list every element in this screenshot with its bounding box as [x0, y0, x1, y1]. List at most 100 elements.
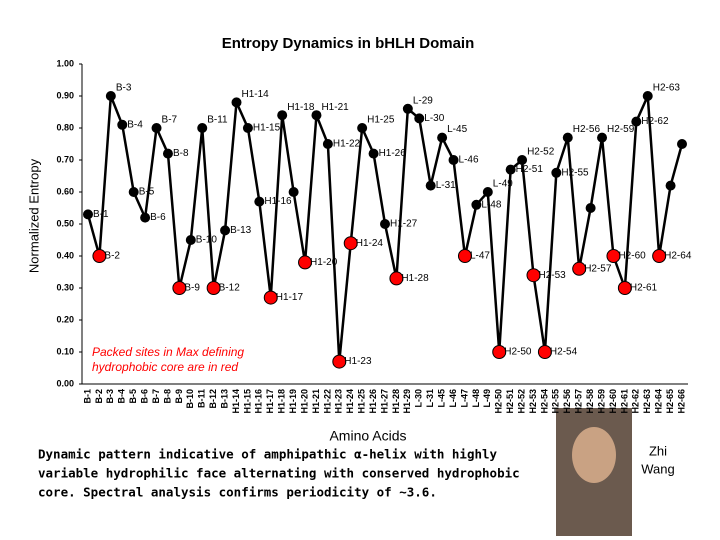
x-tick-label: H1-29 — [402, 389, 412, 414]
annotation: hydrophobic core are in red — [92, 360, 238, 374]
point-label: B-13 — [230, 225, 252, 236]
x-tick-label: H2-58 — [585, 389, 595, 414]
marker — [562, 132, 573, 143]
x-tick-label: L-49 — [482, 389, 492, 408]
x-tick-label: H2-59 — [596, 389, 606, 414]
caption: Dynamic pattern indicative of amphipathi… — [38, 447, 498, 462]
marker — [105, 91, 116, 101]
marker — [437, 132, 448, 143]
marker — [652, 249, 667, 263]
x-axis-label: Amino Acids — [329, 428, 406, 444]
x-tick-label: H2-65 — [665, 389, 675, 414]
marker — [457, 249, 472, 263]
marker — [631, 116, 642, 127]
marker — [642, 91, 653, 101]
x-tick-label: B-6 — [139, 389, 149, 404]
x-tick-label: H2-57 — [574, 389, 584, 414]
point-label: H2-54 — [550, 347, 578, 358]
point-label: H1-28 — [401, 273, 429, 284]
point-label: L-47 — [470, 251, 490, 262]
x-tick-label: L-48 — [471, 389, 481, 408]
x-tick-label: H2-51 — [505, 389, 515, 414]
x-tick-label: L-45 — [436, 389, 446, 408]
point-label: H1-27 — [390, 219, 418, 230]
marker — [537, 345, 552, 359]
marker — [414, 113, 425, 124]
x-tick-label: B-1 — [82, 389, 92, 404]
point-label: L-31 — [436, 180, 456, 191]
point-label: B-10 — [196, 235, 218, 246]
point-label: H1-18 — [287, 102, 315, 113]
point-label: L-46 — [459, 155, 479, 166]
x-tick-label: H1-24 — [345, 389, 355, 414]
marker — [471, 199, 482, 210]
marker — [197, 123, 208, 133]
marker — [83, 209, 93, 220]
x-tick-label: H2-66 — [676, 389, 686, 414]
chart-title: Entropy Dynamics in bHLH Domain — [222, 35, 475, 52]
y-tick-label: 0.90 — [56, 90, 74, 100]
x-tick-label: H1-16 — [254, 389, 264, 414]
point-label: B-12 — [219, 283, 241, 294]
point-label: H2-59 — [607, 124, 635, 135]
point-label: H1-14 — [242, 89, 270, 100]
point-label: B-7 — [162, 115, 178, 126]
marker — [505, 164, 516, 175]
x-tick-label: B-10 — [185, 389, 195, 409]
marker — [298, 255, 313, 270]
point-label: L-48 — [481, 199, 501, 210]
point-label: H2-60 — [618, 251, 646, 262]
x-tick-label: H1-21 — [311, 389, 321, 414]
marker — [151, 123, 162, 133]
point-label: H1-20 — [310, 257, 338, 268]
marker — [206, 281, 221, 295]
caption: core. Spectral analysis confirms periodi… — [38, 485, 437, 500]
x-tick-label: H1-27 — [379, 389, 389, 414]
y-tick-label: 0.00 — [56, 378, 74, 388]
point-label: H2-50 — [504, 347, 532, 358]
point-label: B-11 — [207, 115, 228, 126]
x-tick-label: H1-19 — [288, 389, 298, 414]
marker — [526, 268, 541, 283]
caption: variable hydrophilic face alternating wi… — [38, 466, 520, 481]
marker — [425, 180, 436, 191]
x-tick-label: H1-17 — [265, 389, 275, 414]
x-tick-label: L-47 — [459, 389, 469, 408]
point-label: L-45 — [447, 124, 467, 135]
x-tick-label: H2-63 — [642, 389, 652, 414]
marker — [448, 155, 459, 165]
marker — [389, 271, 404, 286]
y-tick-label: 0.10 — [56, 346, 74, 356]
marker — [492, 345, 507, 359]
marker — [597, 132, 608, 143]
marker — [322, 139, 333, 149]
marker — [311, 110, 322, 121]
marker — [482, 187, 493, 197]
marker — [231, 97, 242, 108]
x-tick-label: H2-60 — [608, 389, 618, 414]
marker — [585, 203, 596, 213]
marker — [172, 281, 187, 295]
author: Zhi — [649, 443, 667, 458]
point-label: B-6 — [150, 212, 166, 223]
y-tick-label: 1.00 — [56, 58, 74, 68]
point-label: B-5 — [139, 187, 155, 198]
point-label: H2-57 — [584, 263, 612, 274]
marker — [517, 155, 528, 165]
x-tick-label: L-31 — [425, 389, 435, 408]
point-label: H2-61 — [630, 283, 658, 294]
x-tick-label: H1-23 — [334, 389, 344, 414]
point-label: H1-16 — [264, 196, 292, 207]
marker — [277, 110, 288, 121]
y-tick-label: 0.60 — [56, 186, 74, 196]
marker — [617, 281, 632, 295]
x-tick-label: B-13 — [219, 389, 229, 409]
point-label: H1-24 — [356, 238, 384, 249]
y-tick-label: 0.70 — [56, 154, 74, 164]
point-label: H1-15 — [253, 123, 281, 134]
x-tick-label: B-4 — [117, 389, 127, 404]
y-tick-label: 0.80 — [56, 122, 74, 132]
marker — [117, 119, 128, 130]
marker — [572, 261, 587, 276]
